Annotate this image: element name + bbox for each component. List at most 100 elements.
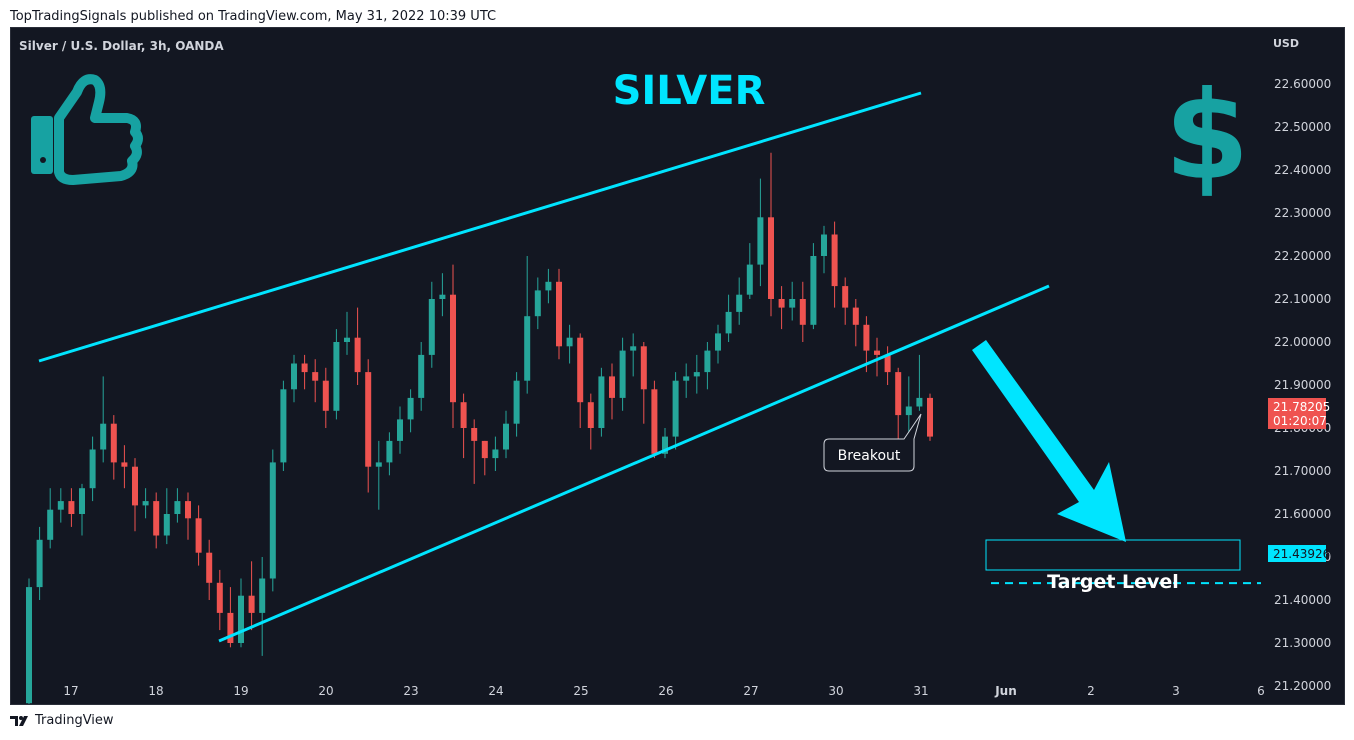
price-tick-label: 21.70000	[1274, 464, 1331, 478]
candle-body	[545, 281, 552, 291]
candle-body	[280, 389, 287, 463]
candle-body	[407, 397, 414, 420]
target-level-label: Target Level	[1047, 571, 1179, 593]
candlestick-chart[interactable]: 21.2000021.3000021.4000021.5000021.60000…	[11, 28, 1344, 704]
price-axis[interactable]: 21.2000021.3000021.4000021.5000021.60000…	[1274, 77, 1331, 693]
symbol-title[interactable]: Silver / U.S. Dollar, 3h, OANDA	[19, 39, 224, 53]
time-tick-label: 3	[1172, 684, 1180, 698]
candle-body	[428, 299, 435, 355]
candle-body	[132, 466, 138, 506]
candle-body	[609, 376, 615, 398]
candle-body	[471, 428, 478, 441]
candle-body	[174, 501, 181, 514]
time-tick-label: 18	[148, 684, 163, 698]
time-tick-label: 26	[658, 684, 673, 698]
bar-countdown: 01:20:07	[1273, 414, 1327, 428]
candle-body	[587, 402, 594, 428]
candle-body	[778, 299, 785, 308]
candle-body	[651, 389, 658, 454]
price-tick-label: 22.20000	[1274, 249, 1331, 263]
candle-body	[630, 346, 637, 351]
candle-body	[768, 217, 774, 299]
candle-body	[905, 406, 912, 416]
price-tick-label: 21.20000	[1274, 679, 1331, 693]
candle-body	[704, 350, 711, 373]
target-price-value: 21.43926	[1273, 547, 1330, 561]
candle-body	[397, 419, 403, 441]
time-tick-label: 20	[318, 684, 333, 698]
time-tick-label: 24	[488, 684, 503, 698]
upper-channel-line[interactable]	[38, 91, 922, 363]
price-tick-label: 21.30000	[1274, 636, 1331, 650]
publish-header: TopTradingSignals published on TradingVi…	[10, 9, 497, 24]
candle-body	[153, 501, 160, 536]
time-tick-label: 30	[828, 684, 843, 698]
candle-body	[121, 462, 128, 467]
breakout-callout[interactable]: Breakout	[823, 413, 922, 472]
candle-body	[874, 350, 880, 355]
candle-body	[110, 423, 117, 463]
time-tick-label: 31	[913, 684, 928, 698]
time-tick-label: 19	[233, 684, 248, 698]
candle-body	[216, 582, 223, 613]
candle-body	[662, 436, 668, 454]
candle-body	[185, 501, 191, 519]
price-tick-label: 22.60000	[1274, 77, 1331, 91]
candle-body	[566, 337, 573, 347]
price-tick-label: 21.60000	[1274, 507, 1331, 521]
candle-body	[789, 299, 796, 308]
candle-body	[503, 423, 509, 450]
candle-body	[683, 376, 690, 381]
tradingview-footer[interactable]: TradingView	[10, 713, 114, 728]
chart-headline: SILVER	[613, 68, 766, 114]
candle-body	[736, 294, 743, 312]
price-tick-label: 22.30000	[1274, 206, 1331, 220]
price-tick-label: 21.40000	[1274, 593, 1331, 607]
candle-body	[821, 234, 827, 256]
currency-label: USD	[1273, 37, 1299, 50]
chart-frame[interactable]: 21.2000021.3000021.4000021.5000021.60000…	[10, 27, 1345, 705]
lower-channel-line[interactable]	[218, 284, 1050, 643]
candle-body	[418, 354, 425, 398]
target-zone[interactable]: Target Level	[985, 539, 1241, 593]
candle-body	[852, 307, 859, 325]
candle-body	[301, 363, 308, 373]
candle-body	[884, 354, 891, 373]
candle-body	[439, 294, 446, 299]
candle-body	[577, 337, 584, 403]
candle-body	[238, 595, 244, 643]
candle-body	[556, 281, 562, 347]
candle-body	[725, 311, 732, 334]
last-price-value: 21.78205	[1273, 400, 1330, 414]
candle-body	[269, 462, 276, 579]
candle-body	[312, 372, 319, 381]
breakout-label: Breakout	[838, 448, 901, 464]
candle-body	[640, 346, 647, 390]
candle-body	[799, 299, 806, 325]
candle-body	[344, 337, 350, 342]
candle-body	[142, 501, 149, 506]
candle-body	[927, 397, 933, 437]
candle-body	[715, 333, 721, 351]
candle-body	[333, 342, 340, 411]
candle-body	[746, 264, 753, 295]
candle-body	[895, 372, 902, 416]
time-tick-label: 2	[1087, 684, 1095, 698]
candle-body	[259, 578, 266, 613]
last-price-tag: 21.78205 01:20:07	[1268, 398, 1330, 429]
candle-body	[460, 402, 467, 428]
price-tick-label: 22.50000	[1274, 120, 1331, 134]
candle-body	[36, 539, 43, 588]
dollar-icon: $	[1165, 65, 1250, 207]
price-tick-label: 22.10000	[1274, 292, 1331, 306]
target-box[interactable]	[985, 539, 1241, 571]
candle-body	[810, 256, 817, 325]
candle-body	[57, 501, 64, 510]
price-tick-label: 21.90000	[1274, 378, 1331, 392]
candle-body	[195, 518, 202, 553]
time-axis[interactable]: 17 18 19 20 23 24 25 26 27 30 31 Jun 2 3 6	[63, 684, 1264, 698]
candle-body	[68, 501, 75, 514]
time-tick-label: 23	[403, 684, 418, 698]
candle-body	[365, 372, 372, 467]
drawing-layer[interactable]	[38, 91, 1261, 643]
